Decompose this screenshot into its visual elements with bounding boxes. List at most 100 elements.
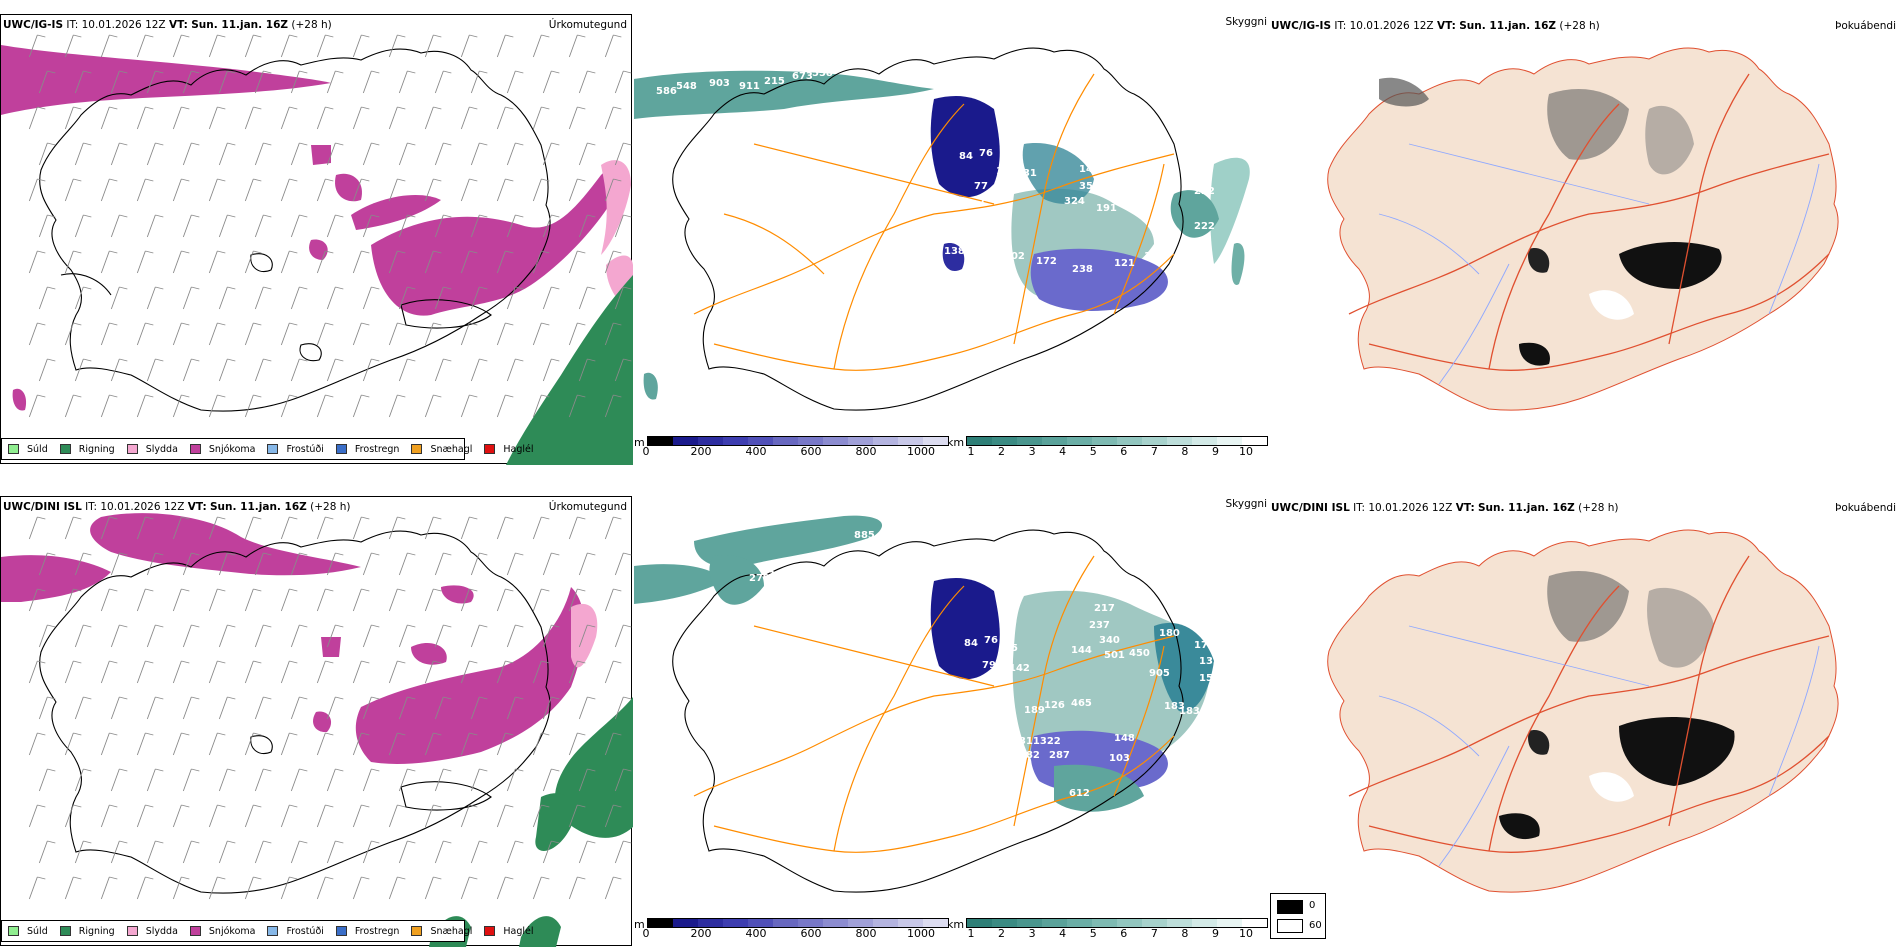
wind-barb [388, 804, 398, 828]
wind-barb [100, 178, 110, 202]
wind-barb-flag [479, 142, 488, 146]
colorbar-cell [1217, 437, 1243, 445]
glacier-outline [400, 299, 492, 329]
cloud-height-label: 182 [1019, 750, 1040, 761]
cloud-height-label: 95 [1004, 643, 1018, 654]
wind-barb-flag [371, 840, 380, 844]
wind-barb [542, 70, 552, 94]
wind-barb-flag [227, 840, 236, 844]
wind-barb [244, 876, 254, 900]
cloud-height-label: 102 [996, 166, 1017, 177]
wind-barb [290, 768, 300, 792]
wind-barb-flag [551, 696, 560, 700]
wind-barb [254, 358, 264, 382]
wind-barb [100, 250, 110, 274]
cloud-height-label: 79 [982, 660, 996, 671]
wind-barb-flag [407, 696, 416, 700]
wind-barb-flag [109, 804, 118, 808]
wind-barb [388, 588, 398, 612]
cloud-height-label: 183 [1179, 706, 1200, 717]
wind-barb [460, 804, 470, 828]
wind-barb-flag [155, 70, 164, 74]
wind-barb [38, 214, 48, 238]
wind-barb-flag [443, 358, 452, 362]
wind-barb-flag [541, 876, 550, 880]
cloud-height-label: 237 [1089, 620, 1110, 631]
wind-barb-flag [217, 588, 226, 592]
low-visibility-area [634, 564, 724, 604]
wind-barb-flag [145, 876, 154, 880]
wind-barb-flag [181, 876, 190, 880]
wind-barb [74, 142, 84, 166]
wind-barb [362, 286, 372, 310]
wind-barb-flag [361, 516, 370, 520]
wind-barb [28, 178, 38, 202]
wind-barb [38, 552, 48, 576]
cloud-height-label: 180 [1159, 628, 1180, 639]
wind-barb-flag [505, 250, 514, 254]
wind-barb-flag [217, 732, 226, 736]
cloud-height-label: 311322 [1019, 736, 1061, 747]
wind-barb-flag [253, 34, 262, 38]
wind-barb-flag [109, 516, 118, 520]
wind-barb [28, 876, 38, 900]
wind-barb [172, 804, 182, 828]
wind-barb-flag [613, 394, 622, 398]
colorbar-cell [1117, 437, 1143, 445]
wind-barb [64, 106, 74, 130]
wind-barb [352, 250, 362, 274]
wind-barb [506, 840, 516, 864]
wind-barb [532, 876, 542, 900]
legend-label: Frostregn [354, 443, 400, 455]
wind-barb-flag [299, 840, 308, 844]
wind-barb [326, 696, 336, 720]
wind-barb-flag [37, 34, 46, 38]
rain-area [506, 275, 633, 465]
wind-barb-flag [361, 322, 370, 326]
wind-barb [568, 178, 578, 202]
wind-barb-flag [83, 214, 92, 218]
wind-barb [434, 214, 444, 238]
cloud-height-label: 132 [1199, 656, 1220, 667]
wind-barb-flag [433, 178, 442, 182]
fog-area [1647, 587, 1714, 668]
wind-barb-flag [371, 214, 380, 218]
wind-barb [280, 588, 290, 612]
wind-barb-flag [577, 732, 586, 736]
wind-barb [100, 34, 110, 58]
legend-swatch [59, 444, 71, 454]
wind-barb [110, 840, 120, 864]
wind-barb [352, 178, 362, 202]
colorbar-cell [922, 919, 948, 927]
colorbar-cell [797, 919, 823, 927]
wind-barb-flag [217, 106, 226, 110]
wind-barb [136, 804, 146, 828]
wind-barb [352, 516, 362, 540]
wind-barb [506, 768, 516, 792]
wind-barb-flag [83, 70, 92, 74]
wind-barb [28, 34, 38, 58]
wind-barb [496, 516, 506, 540]
fog-legend: 0 60 [1270, 893, 1326, 939]
wind-barb [542, 214, 552, 238]
legend-item: Haglél [484, 444, 534, 455]
low-visibility-area [1210, 157, 1250, 264]
colorbar-tick: 8 [1181, 445, 1189, 458]
wind-barb-flag [83, 696, 92, 700]
legend-item: Súld [8, 926, 48, 937]
wind-barb [388, 394, 398, 418]
wind-barb [74, 696, 84, 720]
wind-barb [578, 624, 588, 648]
cloud-height-labels: 885 279 131 84 76 95 79 142 217 237 340 501 450 180 17… [749, 530, 1220, 799]
wind-barb-flag [109, 322, 118, 326]
colorbar-tick: 9 [1211, 927, 1219, 940]
colorbar-cell [897, 919, 923, 927]
colorbar-cell [992, 919, 1018, 927]
legend-swatch [484, 444, 496, 454]
wind-barb [146, 696, 156, 720]
cloud-height-label: 183 [1164, 701, 1185, 712]
wind-barb-flag [335, 286, 344, 290]
wind-barb [506, 358, 516, 382]
wind-barb [74, 70, 84, 94]
